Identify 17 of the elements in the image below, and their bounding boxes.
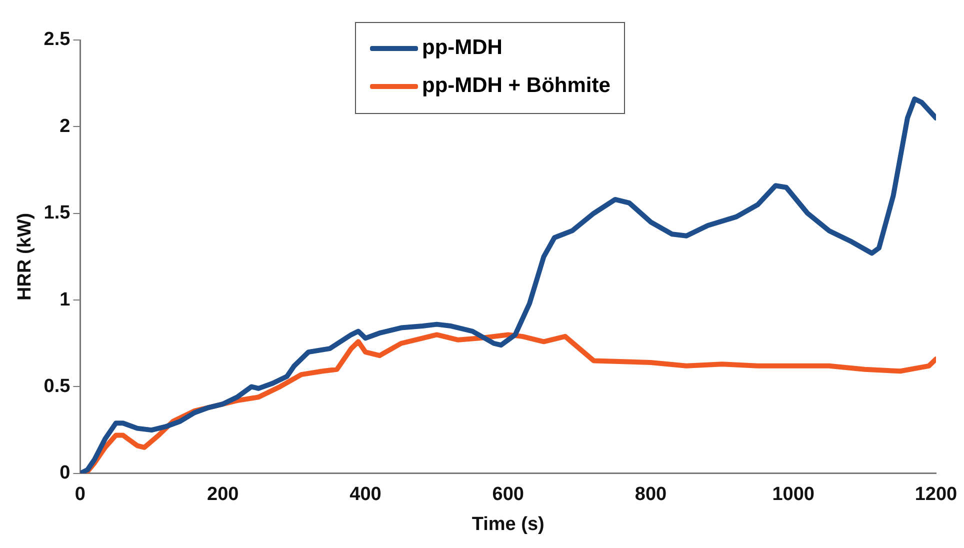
y-tick-label: 1 — [60, 289, 71, 310]
legend-label: pp-MDH + Böhmite — [422, 74, 610, 98]
y-tick-label: 2.5 — [44, 29, 71, 50]
x-axis-title: Time (s) — [472, 514, 544, 535]
x-tick-label: 400 — [350, 484, 382, 506]
y-tick-label: 0.5 — [44, 376, 71, 397]
x-tick-label: 1000 — [772, 484, 815, 506]
x-tick-label: 800 — [634, 484, 667, 506]
x-tick-label: 0 — [74, 484, 86, 506]
y-tick-label: 2 — [60, 116, 70, 137]
x-tick-label: 1200 — [914, 484, 958, 506]
x-tick-label: 600 — [492, 484, 524, 506]
legend-label: pp-MDH — [422, 36, 502, 60]
y-tick-label: 1.5 — [44, 202, 71, 224]
y-tick-label: 0 — [60, 462, 70, 484]
y-axis-title: HRR (kW) — [14, 212, 36, 301]
x-tick-label: 200 — [206, 484, 239, 506]
